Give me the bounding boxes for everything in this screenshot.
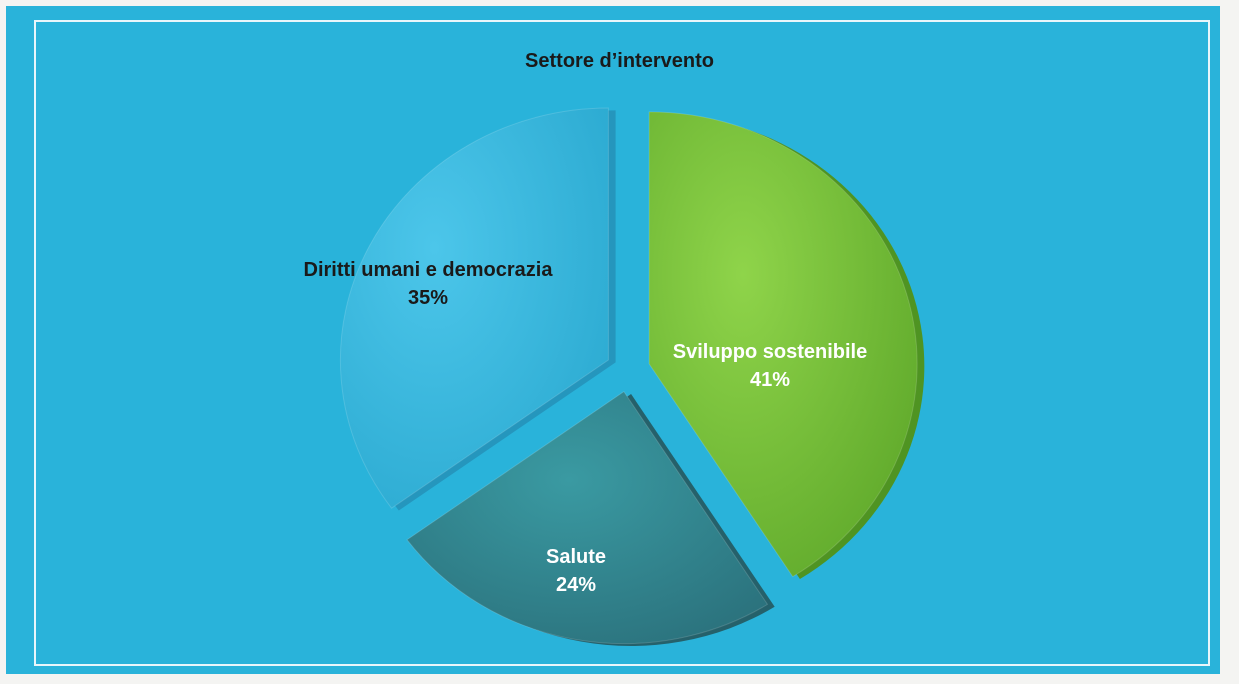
pie-slice-diritti-umani-e-democrazia [339, 107, 609, 509]
chart-title: Settore d’intervento [525, 50, 714, 72]
slice-value-label: 41% [750, 369, 790, 391]
slice-label: Sviluppo sostenibile [673, 341, 867, 363]
pie-slice-sviluppo-sostenibile [648, 111, 918, 578]
pie-slice-salute [406, 390, 769, 645]
chart-frame [34, 20, 1210, 666]
slice-label: Salute [546, 546, 606, 568]
slice-label: Diritti umani e democrazia [304, 259, 554, 281]
slice-value-label: 24% [556, 574, 596, 596]
slice-value-label: 35% [408, 287, 448, 309]
